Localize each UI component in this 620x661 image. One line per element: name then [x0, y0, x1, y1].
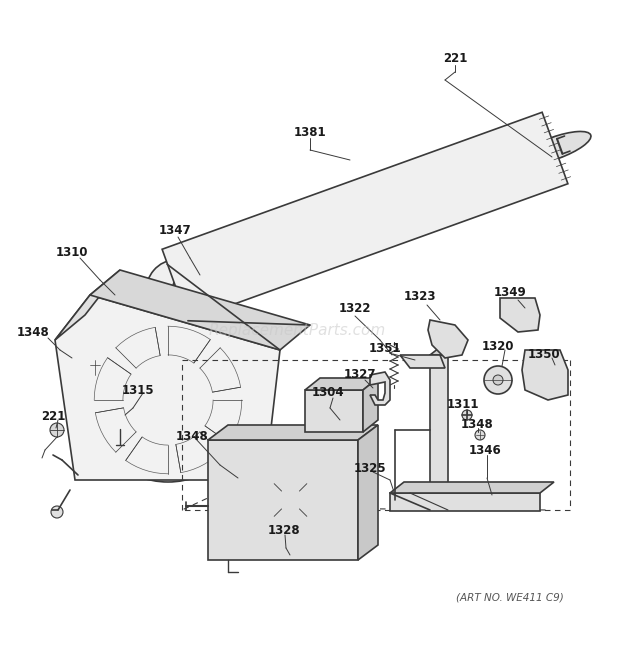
Text: 1350: 1350 [528, 348, 560, 360]
Circle shape [106, 401, 134, 429]
Polygon shape [390, 482, 554, 493]
Ellipse shape [139, 269, 211, 301]
Text: 1381: 1381 [294, 126, 326, 139]
Circle shape [50, 423, 64, 437]
Polygon shape [428, 320, 468, 358]
Text: 1310: 1310 [56, 247, 88, 260]
Circle shape [86, 318, 250, 482]
Text: 1322: 1322 [339, 301, 371, 315]
Circle shape [440, 332, 456, 348]
Text: 1320: 1320 [482, 340, 514, 352]
Text: 1346: 1346 [469, 444, 502, 457]
Polygon shape [305, 390, 363, 432]
Text: (ART NO. WE411 C9): (ART NO. WE411 C9) [456, 593, 564, 603]
Text: ReplacementParts.com: ReplacementParts.com [209, 323, 386, 338]
Text: 1348: 1348 [17, 327, 50, 340]
Text: 1327: 1327 [343, 368, 376, 381]
Polygon shape [208, 440, 358, 560]
Circle shape [249, 458, 332, 542]
Text: 1311: 1311 [447, 399, 479, 412]
Polygon shape [162, 112, 568, 321]
Text: 1349: 1349 [494, 286, 526, 299]
Polygon shape [400, 355, 445, 368]
Circle shape [551, 155, 556, 161]
Polygon shape [55, 270, 120, 340]
Text: 1328: 1328 [268, 524, 300, 537]
Text: 1348: 1348 [461, 418, 494, 432]
Polygon shape [90, 270, 310, 350]
Polygon shape [358, 425, 378, 560]
Circle shape [152, 383, 184, 416]
Circle shape [85, 358, 105, 378]
Circle shape [280, 490, 301, 510]
Polygon shape [363, 378, 378, 432]
Circle shape [484, 366, 512, 394]
Text: 1323: 1323 [404, 290, 436, 303]
Polygon shape [500, 298, 540, 332]
Text: 1351: 1351 [369, 342, 401, 354]
Circle shape [475, 430, 485, 440]
Text: 1348: 1348 [175, 430, 208, 442]
Ellipse shape [519, 132, 591, 165]
Circle shape [462, 410, 472, 420]
Ellipse shape [145, 260, 205, 330]
Circle shape [265, 475, 316, 525]
Circle shape [238, 505, 248, 515]
Text: 221: 221 [41, 410, 65, 424]
Text: 221: 221 [443, 52, 467, 65]
Polygon shape [430, 344, 462, 355]
Text: 1325: 1325 [353, 461, 386, 475]
Ellipse shape [172, 264, 218, 319]
Polygon shape [522, 350, 568, 400]
Text: 1315: 1315 [122, 383, 154, 397]
Circle shape [493, 375, 503, 385]
Text: 1347: 1347 [159, 223, 192, 237]
Polygon shape [370, 372, 390, 405]
Polygon shape [208, 425, 378, 440]
Polygon shape [55, 295, 280, 480]
Polygon shape [430, 355, 448, 510]
Polygon shape [305, 378, 378, 390]
Circle shape [51, 506, 63, 518]
Polygon shape [390, 493, 540, 511]
Text: 1304: 1304 [312, 385, 344, 399]
